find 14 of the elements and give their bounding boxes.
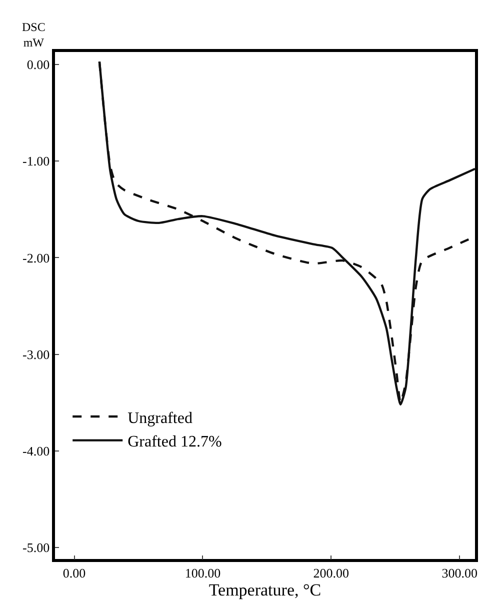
- x-tick-label: 300.00: [442, 565, 478, 580]
- legend-label: Ungrafted: [128, 410, 192, 427]
- y-tick-label: -1.00: [22, 154, 50, 169]
- y-axis-title: DSC mW: [22, 20, 46, 50]
- legend-label: Grafted 12.7%: [128, 434, 222, 451]
- y-tick-label: -5.00: [22, 540, 50, 555]
- x-tick-label: 100.00: [184, 565, 221, 580]
- x-tick-label: 200.00: [313, 565, 350, 580]
- x-tick-label: 0.00: [62, 565, 86, 580]
- y-tick-label: -4.00: [22, 443, 50, 458]
- y-tick-label: -3.00: [22, 346, 50, 362]
- y-tick-label: 0.00: [26, 57, 50, 72]
- x-axis-title: Temperature, °C: [208, 580, 322, 600]
- y-tick-label: -2.00: [22, 250, 50, 266]
